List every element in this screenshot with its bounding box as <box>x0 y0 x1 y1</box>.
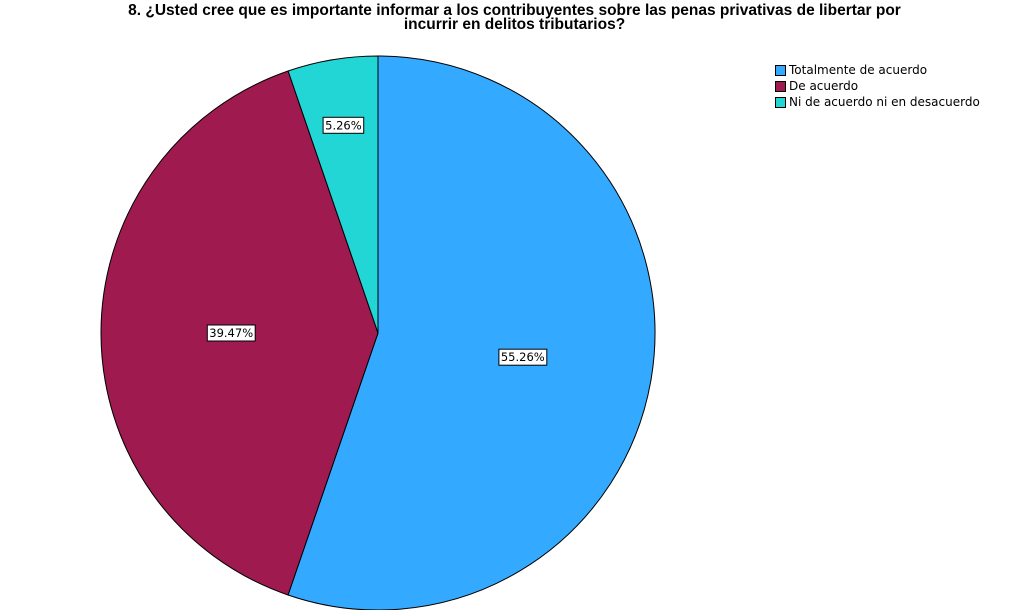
legend-item-de-acuerdo: De acuerdo <box>775 78 980 94</box>
pie-slices <box>100 55 656 610</box>
legend-item-ni-de-acuerdo-ni-en-desacuerdo: Ni de acuerdo ni en desacuerdo <box>775 94 980 110</box>
pie-label-text-ni-de-acuerdo-ni-en-desacuerdo: 5.26% <box>325 118 362 132</box>
chart-title-line-2: incurrir en delitos tributarios? <box>403 16 626 33</box>
legend-swatch-ni-de-acuerdo-ni-en-desacuerdo <box>775 96 786 108</box>
pie-slice-totalmente-de-acuerdo <box>287 55 656 610</box>
chart-title: 8. ¿Usted cree que es importante informa… <box>0 2 1029 33</box>
legend-swatch-de-acuerdo <box>775 80 786 92</box>
pie-label-ni-de-acuerdo-ni-en-desacuerdo: 5.26% <box>322 116 365 134</box>
legend-item-totalmente-de-acuerdo: Totalmente de acuerdo <box>775 62 980 78</box>
chart-title-line-1: 8. ¿Usted cree que es importante informa… <box>128 2 901 19</box>
pie-label-text-totalmente-de-acuerdo: 55.26% <box>501 350 545 364</box>
legend-label-ni-de-acuerdo-ni-en-desacuerdo: Ni de acuerdo ni en desacuerdo <box>789 95 980 109</box>
pie-label-text-de-acuerdo: 39.47% <box>209 326 253 340</box>
pie-label-totalmente-de-acuerdo: 55.26% <box>498 348 548 366</box>
legend-label-totalmente-de-acuerdo: Totalmente de acuerdo <box>789 63 928 77</box>
pie-data-labels: 55.26% 39.47% 5.26% <box>206 116 548 366</box>
pie-label-box-ni-de-acuerdo-ni-en-desacuerdo <box>322 116 365 134</box>
legend-label-de-acuerdo: De acuerdo <box>789 79 859 93</box>
legend: Totalmente de acuerdo De acuerdo Ni de a… <box>775 62 980 110</box>
pie-label-de-acuerdo: 39.47% <box>206 324 256 342</box>
legend-swatch-totalmente-de-acuerdo <box>775 64 786 76</box>
pie-label-box-de-acuerdo <box>206 324 256 342</box>
pie-label-box-totalmente-de-acuerdo <box>498 348 548 366</box>
